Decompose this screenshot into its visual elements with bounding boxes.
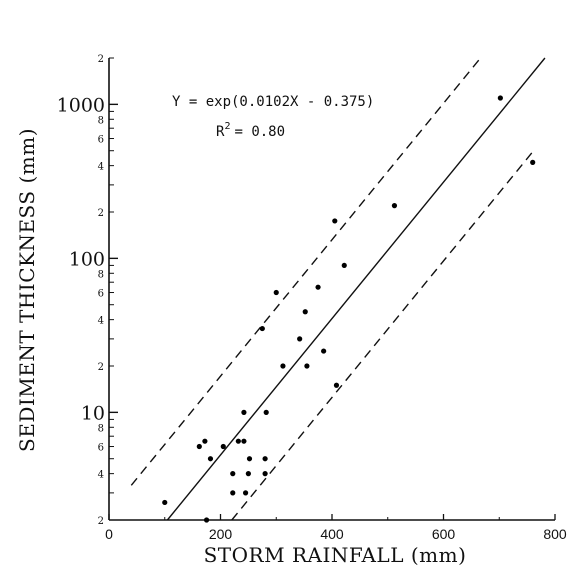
data-point xyxy=(315,284,321,290)
upper-confidence-line xyxy=(130,57,482,486)
data-point xyxy=(202,438,208,444)
lower-confidence-line xyxy=(231,151,534,521)
y-minor-tick-label: 6 xyxy=(98,289,104,300)
y-major-tick-label: 1000 xyxy=(57,94,105,116)
y-minor-tick-label: 8 xyxy=(98,423,104,434)
data-point xyxy=(162,499,168,506)
data-point xyxy=(230,490,236,496)
r-squared-symbol: R xyxy=(216,124,225,140)
data-point xyxy=(220,443,226,450)
equation-annotation: Y = exp(0.0102X - 0.375) xyxy=(172,94,374,110)
data-point xyxy=(207,456,214,462)
y-minor-tick-label: 2 xyxy=(98,208,104,219)
y-minor-tick-label: 6 xyxy=(98,135,104,146)
y-minor-tick-label: 6 xyxy=(98,443,104,454)
regression-line xyxy=(166,57,546,521)
data-point xyxy=(242,490,249,496)
r-squared-exponent: 2 xyxy=(224,121,230,132)
x-tick-label: 0 xyxy=(105,526,113,542)
data-point xyxy=(235,438,241,444)
y-minor-tick-label: 4 xyxy=(98,470,104,481)
y-minor-tick-label: 2 xyxy=(98,516,104,527)
data-point xyxy=(497,95,503,101)
data-point xyxy=(391,203,398,209)
y-minor-tick-label: 8 xyxy=(98,269,104,280)
data-point xyxy=(262,471,268,477)
data-point xyxy=(297,336,303,342)
y-minor-tick-label: 2 xyxy=(98,54,104,65)
y-major-tick-label: 10 xyxy=(81,402,105,424)
data-point xyxy=(332,218,338,224)
y-major-tick-label: 100 xyxy=(69,248,105,270)
data-point xyxy=(280,363,286,369)
data-point xyxy=(333,382,340,388)
plot-area: 0 200 400 600 800 2 4 6 8 2 4 6 8 2 4 6 8 2 10 100 1000 xyxy=(57,54,567,542)
data-point xyxy=(321,348,327,354)
data-point xyxy=(304,363,310,369)
y-axis-title: SEDIMENT THICKNESS (mm) xyxy=(15,128,39,452)
x-tick-label: 800 xyxy=(543,526,567,542)
data-point xyxy=(341,262,347,269)
data-point xyxy=(246,456,253,462)
x-axis-title: STORM RAINFALL (mm) xyxy=(204,543,467,567)
data-point xyxy=(262,456,268,462)
y-minor-tick-label: 2 xyxy=(98,362,104,373)
data-point xyxy=(273,289,279,296)
data-point xyxy=(530,159,536,165)
y-minor-tick-label: 4 xyxy=(98,162,104,173)
x-tick-label: 200 xyxy=(209,526,233,542)
x-tick-label: 600 xyxy=(432,526,456,542)
data-point xyxy=(263,409,269,415)
data-point xyxy=(241,409,247,415)
r-squared-annotation: R2 = 0.80 xyxy=(216,121,285,140)
x-tick-label: 400 xyxy=(320,526,344,542)
data-point xyxy=(302,309,308,315)
y-minor-tick-label: 4 xyxy=(98,316,104,327)
data-point xyxy=(245,471,251,477)
data-point xyxy=(196,443,202,450)
r-squared-value: = 0.80 xyxy=(234,124,285,140)
y-minor-tick-label: 8 xyxy=(98,115,104,126)
data-point xyxy=(241,438,247,444)
data-point xyxy=(203,517,210,523)
data-point xyxy=(259,325,265,332)
data-point xyxy=(230,471,236,477)
